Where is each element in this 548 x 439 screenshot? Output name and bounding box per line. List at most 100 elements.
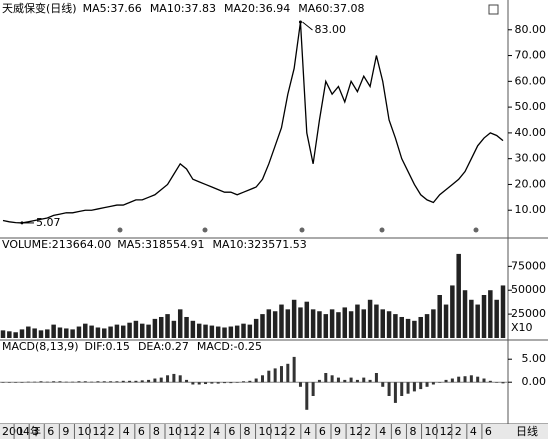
volume-bar bbox=[475, 304, 480, 338]
dividend-markers bbox=[117, 227, 479, 233]
volume-bar bbox=[139, 323, 145, 338]
y-tick-label: 20.00 bbox=[515, 177, 547, 190]
volume-bar bbox=[7, 331, 12, 338]
macd-bar bbox=[64, 381, 68, 383]
date-label: 4 bbox=[213, 425, 220, 438]
macd-bar bbox=[166, 375, 170, 383]
macd-bar bbox=[343, 379, 347, 383]
volume-bar bbox=[488, 290, 493, 338]
indicator: DIF:0.15 bbox=[85, 340, 130, 353]
date-label: 12 bbox=[274, 425, 288, 438]
date-bar bbox=[0, 424, 548, 439]
macd-bar bbox=[204, 382, 208, 385]
macd-bar bbox=[102, 381, 106, 383]
annotation-point bbox=[20, 221, 24, 225]
date-label: 10 bbox=[259, 425, 273, 438]
date-label: 8 bbox=[243, 425, 250, 438]
date-label: 2 bbox=[455, 425, 462, 438]
volume-bar bbox=[323, 314, 329, 338]
macd-bar bbox=[444, 379, 448, 383]
volume-bar bbox=[32, 328, 37, 338]
volume-bar bbox=[399, 316, 404, 338]
volume-bar bbox=[260, 314, 265, 338]
indicator: MA5:37.66 bbox=[83, 2, 142, 15]
volume-bar bbox=[494, 299, 499, 338]
macd-bar bbox=[488, 380, 492, 383]
y-tick-label: 60.00 bbox=[515, 74, 547, 87]
period-label: 日线 bbox=[516, 424, 538, 438]
macd-bar bbox=[400, 382, 404, 396]
macd-bar bbox=[381, 382, 385, 387]
volume-bar bbox=[158, 316, 164, 338]
volume-bar bbox=[190, 320, 196, 338]
volume-bar bbox=[57, 327, 63, 338]
volume-bar bbox=[431, 309, 436, 338]
volume-bar bbox=[500, 285, 506, 338]
volume-bar bbox=[424, 314, 430, 338]
volume-bar bbox=[329, 309, 335, 338]
indicator: MA10:323571.53 bbox=[212, 238, 306, 251]
volume-bar bbox=[304, 301, 310, 338]
volume-bar bbox=[26, 326, 31, 338]
macd-bar bbox=[330, 375, 334, 383]
date-label: 6 bbox=[228, 425, 235, 438]
volume-bar bbox=[393, 314, 398, 338]
volume-bar bbox=[412, 320, 417, 338]
macd-bar bbox=[336, 377, 340, 383]
macd-bar bbox=[235, 382, 239, 383]
volume-bar bbox=[285, 309, 291, 338]
volume-bar bbox=[247, 324, 253, 338]
macd-bar bbox=[71, 381, 75, 383]
volume-bar bbox=[348, 311, 354, 338]
date-label: 6 bbox=[138, 425, 145, 438]
macd-bar bbox=[115, 381, 119, 383]
volume-bar bbox=[177, 309, 183, 338]
date-label: 2 bbox=[108, 425, 115, 438]
volume-bar bbox=[228, 326, 234, 338]
volume-bar bbox=[95, 327, 101, 338]
date-label: 10 bbox=[168, 425, 182, 438]
volume-bar bbox=[184, 316, 189, 338]
volume-bar bbox=[443, 304, 449, 338]
macd-bar bbox=[355, 379, 359, 383]
volume-bar bbox=[0, 330, 6, 338]
y-tick-label: 25000 bbox=[511, 307, 546, 320]
unit-label: X10 bbox=[511, 321, 533, 334]
macd-bar bbox=[463, 376, 467, 383]
volume-bar bbox=[146, 324, 151, 338]
annotation-arrow bbox=[302, 21, 313, 31]
volume-bar bbox=[19, 329, 25, 338]
macd-bar bbox=[457, 376, 461, 383]
price-line bbox=[2, 21, 504, 224]
macd-bar bbox=[387, 382, 391, 396]
volume-bar bbox=[272, 311, 278, 338]
volume-bar bbox=[152, 318, 158, 338]
panel-title: MACD(8,13,9) bbox=[2, 340, 79, 353]
macd-bar bbox=[374, 373, 378, 383]
y-tick-label: 50000 bbox=[511, 283, 546, 296]
date-label: 6 bbox=[485, 425, 492, 438]
volume-bar bbox=[51, 324, 56, 338]
macd-bar bbox=[273, 368, 277, 383]
volume-bar bbox=[355, 304, 360, 338]
macd-bar bbox=[482, 378, 486, 383]
volume-bar bbox=[70, 329, 75, 338]
volume-bar bbox=[450, 285, 455, 338]
macd-bar bbox=[298, 382, 302, 387]
volume-bar bbox=[13, 332, 18, 338]
macd-bar bbox=[279, 366, 283, 383]
volume-bar bbox=[367, 299, 373, 338]
indicator: DEA:0.27 bbox=[138, 340, 189, 353]
volume-bar bbox=[76, 326, 82, 338]
macd-bar bbox=[267, 370, 271, 383]
volume-bar bbox=[209, 325, 215, 338]
volume-bar bbox=[342, 307, 348, 338]
macd-bar bbox=[501, 382, 505, 384]
volume-bar bbox=[298, 307, 303, 338]
indicator: MA60:37.08 bbox=[298, 2, 364, 15]
window-icon[interactable] bbox=[488, 4, 499, 15]
volume-bar bbox=[317, 311, 322, 338]
macd-bar bbox=[134, 380, 138, 383]
date-label: 10 bbox=[77, 425, 91, 438]
